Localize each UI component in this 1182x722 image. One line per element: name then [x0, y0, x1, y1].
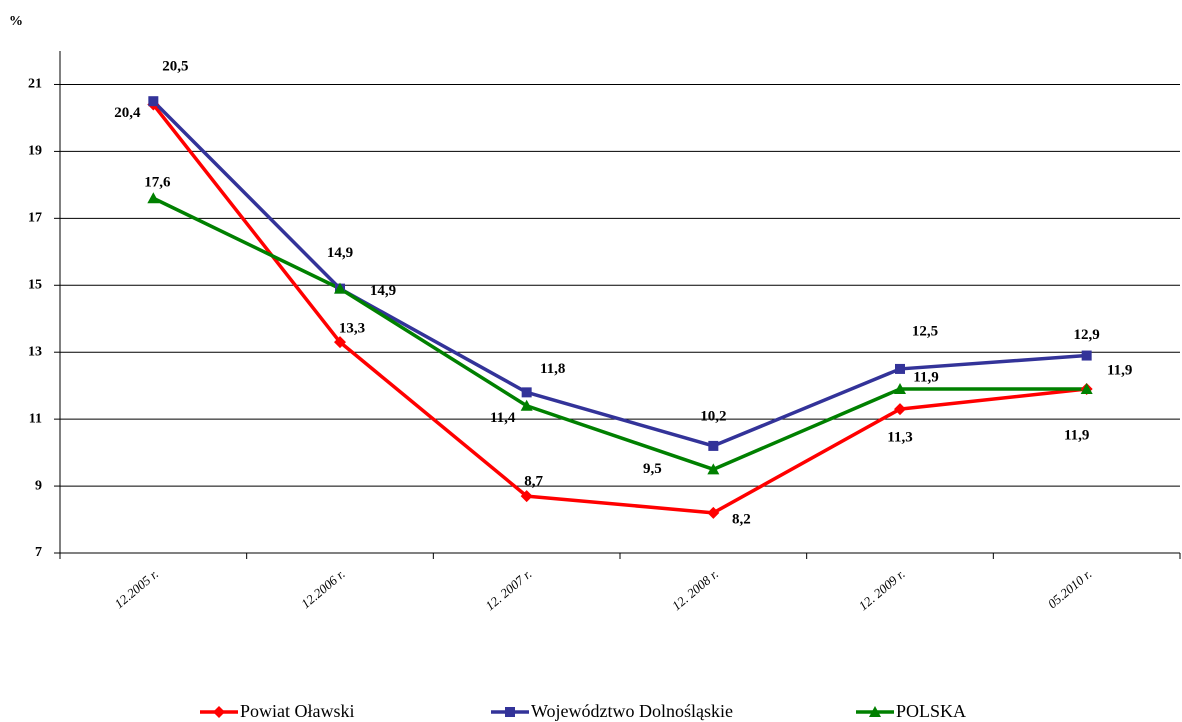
data-label: 20,4: [114, 105, 141, 121]
x-tick-label: 12. 2008 r.: [669, 566, 721, 613]
data-label: 14,9: [370, 283, 396, 299]
data-label: 14,9: [327, 245, 353, 261]
marker: [148, 96, 159, 107]
data-label: 12,9: [1074, 327, 1100, 343]
x-tick-label: 12.2006 r.: [298, 566, 348, 611]
marker: [894, 403, 906, 416]
legend-label: POLSKA: [896, 701, 966, 721]
x-tick-label: 12. 2007 r.: [482, 566, 534, 613]
y-tick-label: 19: [28, 144, 42, 159]
marker: [707, 463, 720, 475]
data-label: 10,2: [700, 408, 726, 424]
legend-label: Województwo Dolnośląskie: [531, 701, 733, 721]
marker: [334, 336, 346, 349]
marker: [520, 399, 533, 411]
y-tick-label: 15: [28, 277, 42, 292]
legend-item: POLSKA: [856, 701, 966, 721]
y-tick-label: 13: [28, 344, 42, 359]
data-label: 8,7: [524, 474, 543, 490]
marker: [708, 440, 719, 451]
marker: [520, 490, 533, 503]
series-line: [151, 103, 1087, 515]
x-tick-label: 05.2010 r.: [1045, 566, 1095, 611]
legend-label: Powiat Oławski: [240, 701, 355, 721]
y-tick-label: 9: [35, 478, 42, 493]
series-line: [152, 99, 1087, 448]
legend-item: Województwo Dolnośląskie: [491, 701, 733, 721]
marker: [1080, 383, 1093, 395]
marker: [1081, 350, 1092, 361]
data-label: 11,8: [540, 361, 565, 377]
series-line: [152, 196, 1087, 472]
y-tick-label: 17: [28, 211, 42, 226]
y-axis-label: %: [9, 14, 23, 29]
y-tick-label: 11: [29, 411, 42, 426]
data-label: 11,9: [913, 369, 938, 385]
data-label: 9,5: [643, 461, 662, 477]
marker: [521, 387, 532, 398]
data-label: 20,5: [162, 59, 188, 75]
data-label: 11,9: [1107, 362, 1132, 378]
x-tick-label: 12.2005 r.: [111, 566, 161, 611]
legend-item: Powiat Oławski: [200, 701, 355, 721]
marker: [505, 707, 515, 717]
data-label: 11,3: [887, 430, 912, 446]
x-tick-label: 12. 2009 r.: [856, 566, 908, 613]
data-label: 8,2: [732, 511, 751, 527]
marker: [894, 383, 906, 395]
data-label: 17,6: [144, 175, 171, 191]
y-tick-label: 7: [35, 545, 42, 560]
marker: [869, 706, 881, 717]
marker: [334, 282, 346, 294]
data-label: 11,9: [1064, 427, 1089, 443]
data-label: 13,3: [339, 321, 365, 337]
data-label: 11,4: [490, 410, 516, 426]
y-tick-label: 21: [28, 77, 42, 92]
data-label: 12,5: [912, 323, 938, 339]
marker: [895, 363, 905, 374]
marker: [213, 706, 225, 718]
marker: [147, 192, 160, 204]
marker: [707, 506, 720, 519]
